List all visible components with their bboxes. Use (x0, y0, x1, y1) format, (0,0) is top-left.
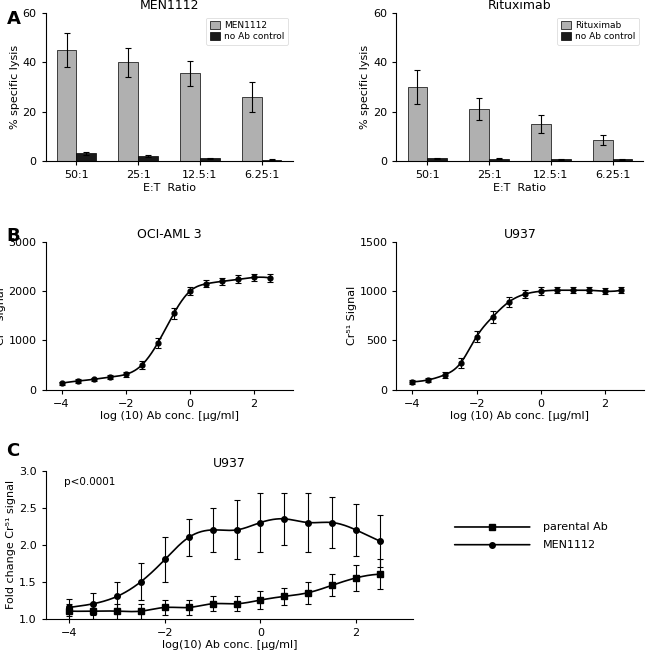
Title: U937: U937 (213, 457, 246, 470)
Bar (57, 50, 77, 161)
Bar (200, 159, 220, 161)
Text: B: B (6, 227, 20, 245)
Title: Rituximab: Rituximab (488, 0, 552, 12)
Bar (242, 97, 262, 161)
X-axis label: E:T  Ratio: E:T Ratio (493, 183, 547, 193)
Bar (262, 160, 281, 161)
Title: MEN1112: MEN1112 (139, 0, 199, 12)
Bar (180, 74, 200, 161)
X-axis label: log (10) Ab conc. [µg/ml]: log (10) Ab conc. [µg/ml] (99, 411, 239, 422)
Bar (138, 156, 158, 161)
Text: A: A (6, 10, 20, 28)
Y-axis label: % specific lysis: % specific lysis (10, 45, 20, 129)
X-axis label: log (10) Ab conc. [µg/ml]: log (10) Ab conc. [µg/ml] (450, 411, 590, 422)
Bar (489, 159, 509, 161)
Bar (551, 159, 571, 161)
Bar (531, 124, 551, 161)
X-axis label: log(10) Ab conc. [µg/ml]: log(10) Ab conc. [µg/ml] (162, 640, 297, 650)
Bar (77, 153, 96, 161)
Legend: Rituximab, no Ab control: Rituximab, no Ab control (557, 18, 639, 45)
Bar (427, 159, 447, 161)
Text: parental Ab: parental Ab (543, 522, 607, 532)
Y-axis label: Cr⁵¹ signal: Cr⁵¹ signal (0, 287, 6, 345)
Bar (469, 109, 489, 161)
Text: p<0.0001: p<0.0001 (64, 477, 115, 487)
Title: OCI-AML 3: OCI-AML 3 (136, 228, 202, 241)
Text: MEN1112: MEN1112 (543, 540, 596, 549)
Y-axis label: Cr⁵¹ Signal: Cr⁵¹ Signal (346, 286, 357, 345)
Text: C: C (6, 442, 20, 460)
Title: U937: U937 (504, 228, 536, 241)
X-axis label: E:T  Ratio: E:T Ratio (142, 183, 196, 193)
Bar (593, 140, 612, 161)
Bar (408, 87, 427, 161)
Y-axis label: % specific lysis: % specific lysis (361, 45, 370, 129)
Y-axis label: Fold change Cr⁵¹ signal: Fold change Cr⁵¹ signal (6, 480, 16, 609)
Bar (118, 63, 138, 161)
Legend: MEN1112, no Ab control: MEN1112, no Ab control (206, 18, 288, 45)
Bar (612, 159, 632, 161)
